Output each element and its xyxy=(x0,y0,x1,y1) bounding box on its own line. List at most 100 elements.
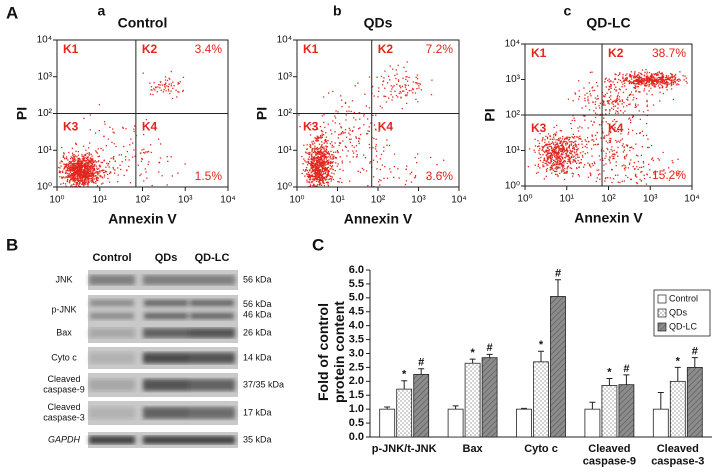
event-dot xyxy=(414,177,415,178)
event-dot xyxy=(144,152,145,153)
event-dot xyxy=(319,152,320,153)
event-dot xyxy=(627,97,628,98)
event-dot xyxy=(101,183,102,184)
event-dot xyxy=(185,163,186,164)
event-dot xyxy=(636,75,637,76)
event-dot xyxy=(537,146,538,147)
y-tick-label: 10² xyxy=(278,108,293,119)
event-dot xyxy=(106,145,107,146)
event-dot xyxy=(539,143,540,144)
event-dot xyxy=(410,90,411,91)
event-dot xyxy=(618,79,619,80)
x-axis-label: Annexin V xyxy=(574,210,643,226)
event-dot xyxy=(325,172,326,173)
event-dot xyxy=(417,101,418,102)
event-dot xyxy=(612,151,613,152)
event-dot xyxy=(591,139,592,140)
event-dot xyxy=(400,87,401,88)
event-dot xyxy=(363,155,364,156)
event-dot xyxy=(573,173,574,174)
event-dot xyxy=(59,172,60,173)
event-dot xyxy=(620,140,621,141)
event-dot xyxy=(102,183,103,184)
event-dot xyxy=(629,150,630,151)
event-dot xyxy=(579,90,580,91)
event-dot xyxy=(628,167,629,168)
event-dot xyxy=(606,141,607,142)
event-dot xyxy=(581,159,582,160)
event-dot xyxy=(555,144,556,145)
event-dot xyxy=(67,169,68,170)
event-dot xyxy=(312,148,313,149)
event-dot xyxy=(360,134,361,135)
y-tick-label: 10¹ xyxy=(38,145,53,156)
event-dot xyxy=(564,168,565,169)
event-dot xyxy=(640,73,641,74)
x-tick-label: 10⁴ xyxy=(684,194,699,205)
blot-band xyxy=(144,313,188,319)
event-dot xyxy=(164,86,165,87)
event-dot xyxy=(671,75,672,76)
event-dot xyxy=(554,147,555,148)
event-dot xyxy=(318,173,319,174)
event-dot xyxy=(386,145,387,146)
event-dot xyxy=(67,167,68,168)
event-dot xyxy=(622,181,623,182)
event-dot xyxy=(348,150,349,151)
event-dot xyxy=(167,156,168,157)
event-dot xyxy=(81,180,82,181)
event-dot xyxy=(327,182,328,183)
blot-band xyxy=(143,353,189,364)
event-dot xyxy=(652,94,653,95)
event-dot xyxy=(551,153,552,154)
event-dot xyxy=(593,165,594,166)
event-dot xyxy=(317,157,318,158)
event-dot xyxy=(547,138,548,139)
event-dot xyxy=(360,172,361,173)
event-dot xyxy=(553,134,554,135)
event-dot xyxy=(649,177,650,178)
event-dot xyxy=(666,81,667,82)
event-dot xyxy=(656,75,657,76)
event-dot xyxy=(630,120,631,121)
event-dot xyxy=(571,156,572,157)
event-dot xyxy=(93,173,94,174)
event-dot xyxy=(667,84,668,85)
event-dot xyxy=(91,170,92,171)
event-dot xyxy=(597,132,598,133)
event-dot xyxy=(169,78,170,79)
event-dot xyxy=(605,178,606,179)
event-dot xyxy=(572,148,573,149)
event-dot xyxy=(633,99,634,100)
event-dot xyxy=(84,182,85,183)
event-dot xyxy=(390,66,391,67)
event-dot xyxy=(651,159,652,160)
event-dot xyxy=(626,105,627,106)
event-dot xyxy=(314,173,315,174)
event-dot xyxy=(553,160,554,161)
event-dot xyxy=(323,164,324,165)
event-dot xyxy=(557,176,558,177)
event-dot xyxy=(538,158,539,159)
event-dot xyxy=(596,170,597,171)
event-dot xyxy=(574,120,575,121)
event-dot xyxy=(548,157,549,158)
error-bar xyxy=(418,369,424,375)
event-dot xyxy=(647,139,648,140)
event-dot xyxy=(372,147,373,148)
event-dot xyxy=(335,117,336,118)
event-dot xyxy=(69,163,70,164)
event-dot xyxy=(567,161,568,162)
event-dot xyxy=(653,104,654,105)
event-dot xyxy=(312,143,313,144)
event-dot xyxy=(101,162,102,163)
event-dot xyxy=(87,159,88,160)
event-dot xyxy=(604,81,605,82)
event-dot xyxy=(381,76,382,77)
event-dot xyxy=(355,136,356,137)
event-dot xyxy=(310,185,311,186)
y-tick-label: 10² xyxy=(506,110,521,121)
event-dot xyxy=(675,74,676,75)
error-bar xyxy=(658,392,664,409)
event-dot xyxy=(311,155,312,156)
